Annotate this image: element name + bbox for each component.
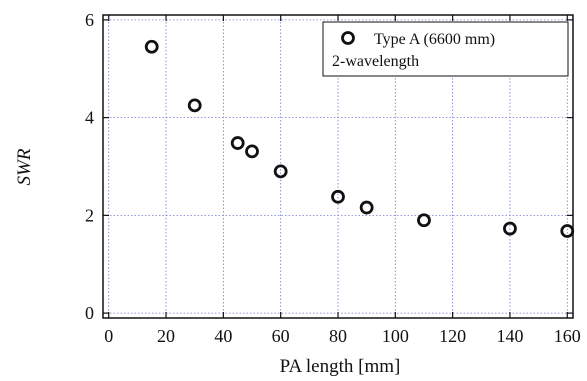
data-point (503, 221, 517, 236)
x-tick-label: 120 (439, 326, 466, 346)
x-axis-label: PA length [mm] (280, 356, 401, 377)
data-point (230, 136, 245, 150)
axis-ticks: 0 20 40 60 80 100 120 140 160 0 2 4 6 (85, 10, 581, 346)
legend: Type A (6600 mm) 2-wavelength (322, 21, 569, 77)
legend-sublabel: 2-wavelength (332, 53, 419, 70)
data-point (359, 200, 374, 215)
data-points (144, 39, 575, 238)
data-point (245, 144, 259, 159)
x-tick-label: 140 (496, 326, 523, 346)
data-point (560, 224, 575, 238)
legend-box (322, 21, 569, 77)
data-point (144, 39, 159, 54)
data-point (273, 164, 288, 179)
y-tick-label: 6 (85, 10, 94, 30)
x-tick-label: 20 (157, 326, 175, 346)
legend-marker (341, 31, 355, 45)
data-point (417, 213, 431, 228)
x-tick-label: 80 (329, 326, 347, 346)
y-tick-label: 0 (85, 303, 94, 323)
y-axis-label: SWR (14, 148, 35, 185)
data-point (187, 98, 202, 113)
x-tick-label: 40 (214, 326, 232, 346)
x-tick-label: 160 (554, 326, 581, 346)
y-tick-label: 4 (85, 108, 94, 128)
x-tick-label: 60 (272, 326, 290, 346)
x-tick-label: 0 (104, 326, 113, 346)
x-tick-label: 100 (382, 326, 409, 346)
legend-series-name: Type A (6600 mm) (374, 31, 495, 48)
data-point (331, 189, 345, 204)
y-tick-label: 2 (85, 205, 94, 225)
